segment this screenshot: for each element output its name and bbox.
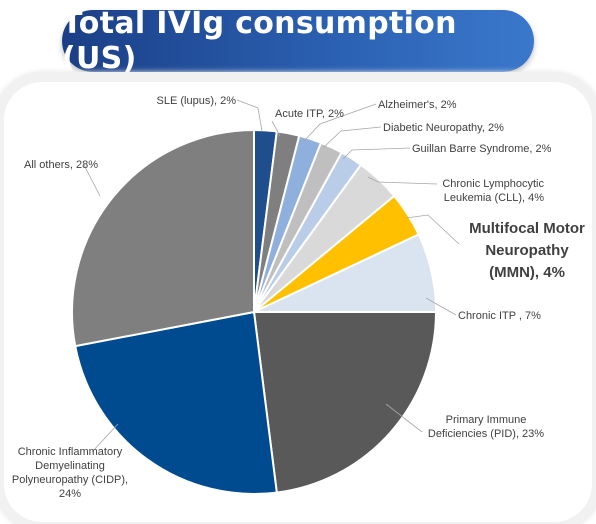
- leader-line: [425, 297, 457, 316]
- leader-line: [236, 99, 263, 132]
- slice-label: Multifocal Motor Neuropathy (MMN), 4%: [469, 220, 585, 281]
- slice-label: Chronic ITP , 7%: [458, 310, 541, 322]
- slice-label: Alzheimer's, 2%: [378, 99, 457, 111]
- slice-label: Primary Immune Deficiencies (PID), 23%: [428, 414, 544, 440]
- pie-slice: [252, 311, 438, 494]
- pie-slice: [71, 128, 255, 348]
- slice-label: All others, 28%: [24, 159, 98, 171]
- chart-title: Total IVIg consumption (US): [62, 6, 457, 76]
- title-banner: Total IVIg consumption (US): [62, 6, 534, 76]
- slice-label: Chronic Lymphocytic Leukemia (CLL), 4%: [442, 178, 544, 204]
- leader-line: [303, 103, 377, 142]
- slice-labels: SLE (lupus), 2% Acute ITP, 2% Alzheimer's,…: [12, 95, 585, 500]
- leader-line: [385, 403, 423, 433]
- leader-lines: [83, 99, 460, 453]
- leader-line: [342, 147, 411, 160]
- slice-label: Acute ITP, 2%: [275, 108, 344, 120]
- leader-line: [323, 126, 382, 148]
- slice-label: Chronic Inflammatory Demyelinating Polyneu…: [12, 446, 128, 500]
- leader-line: [83, 164, 101, 197]
- pie-slices: [71, 128, 438, 495]
- leader-line: [271, 120, 281, 137]
- leader-line: [405, 214, 460, 245]
- leader-line: [367, 176, 438, 185]
- slice-label: Diabetic Neuropathy, 2%: [383, 122, 504, 134]
- slice-label: Guillan Barre Syndrome, 2%: [412, 143, 552, 155]
- leader-line: [91, 423, 119, 453]
- pie-slice: [74, 310, 278, 495]
- slice-label: SLE (lupus), 2%: [157, 95, 237, 107]
